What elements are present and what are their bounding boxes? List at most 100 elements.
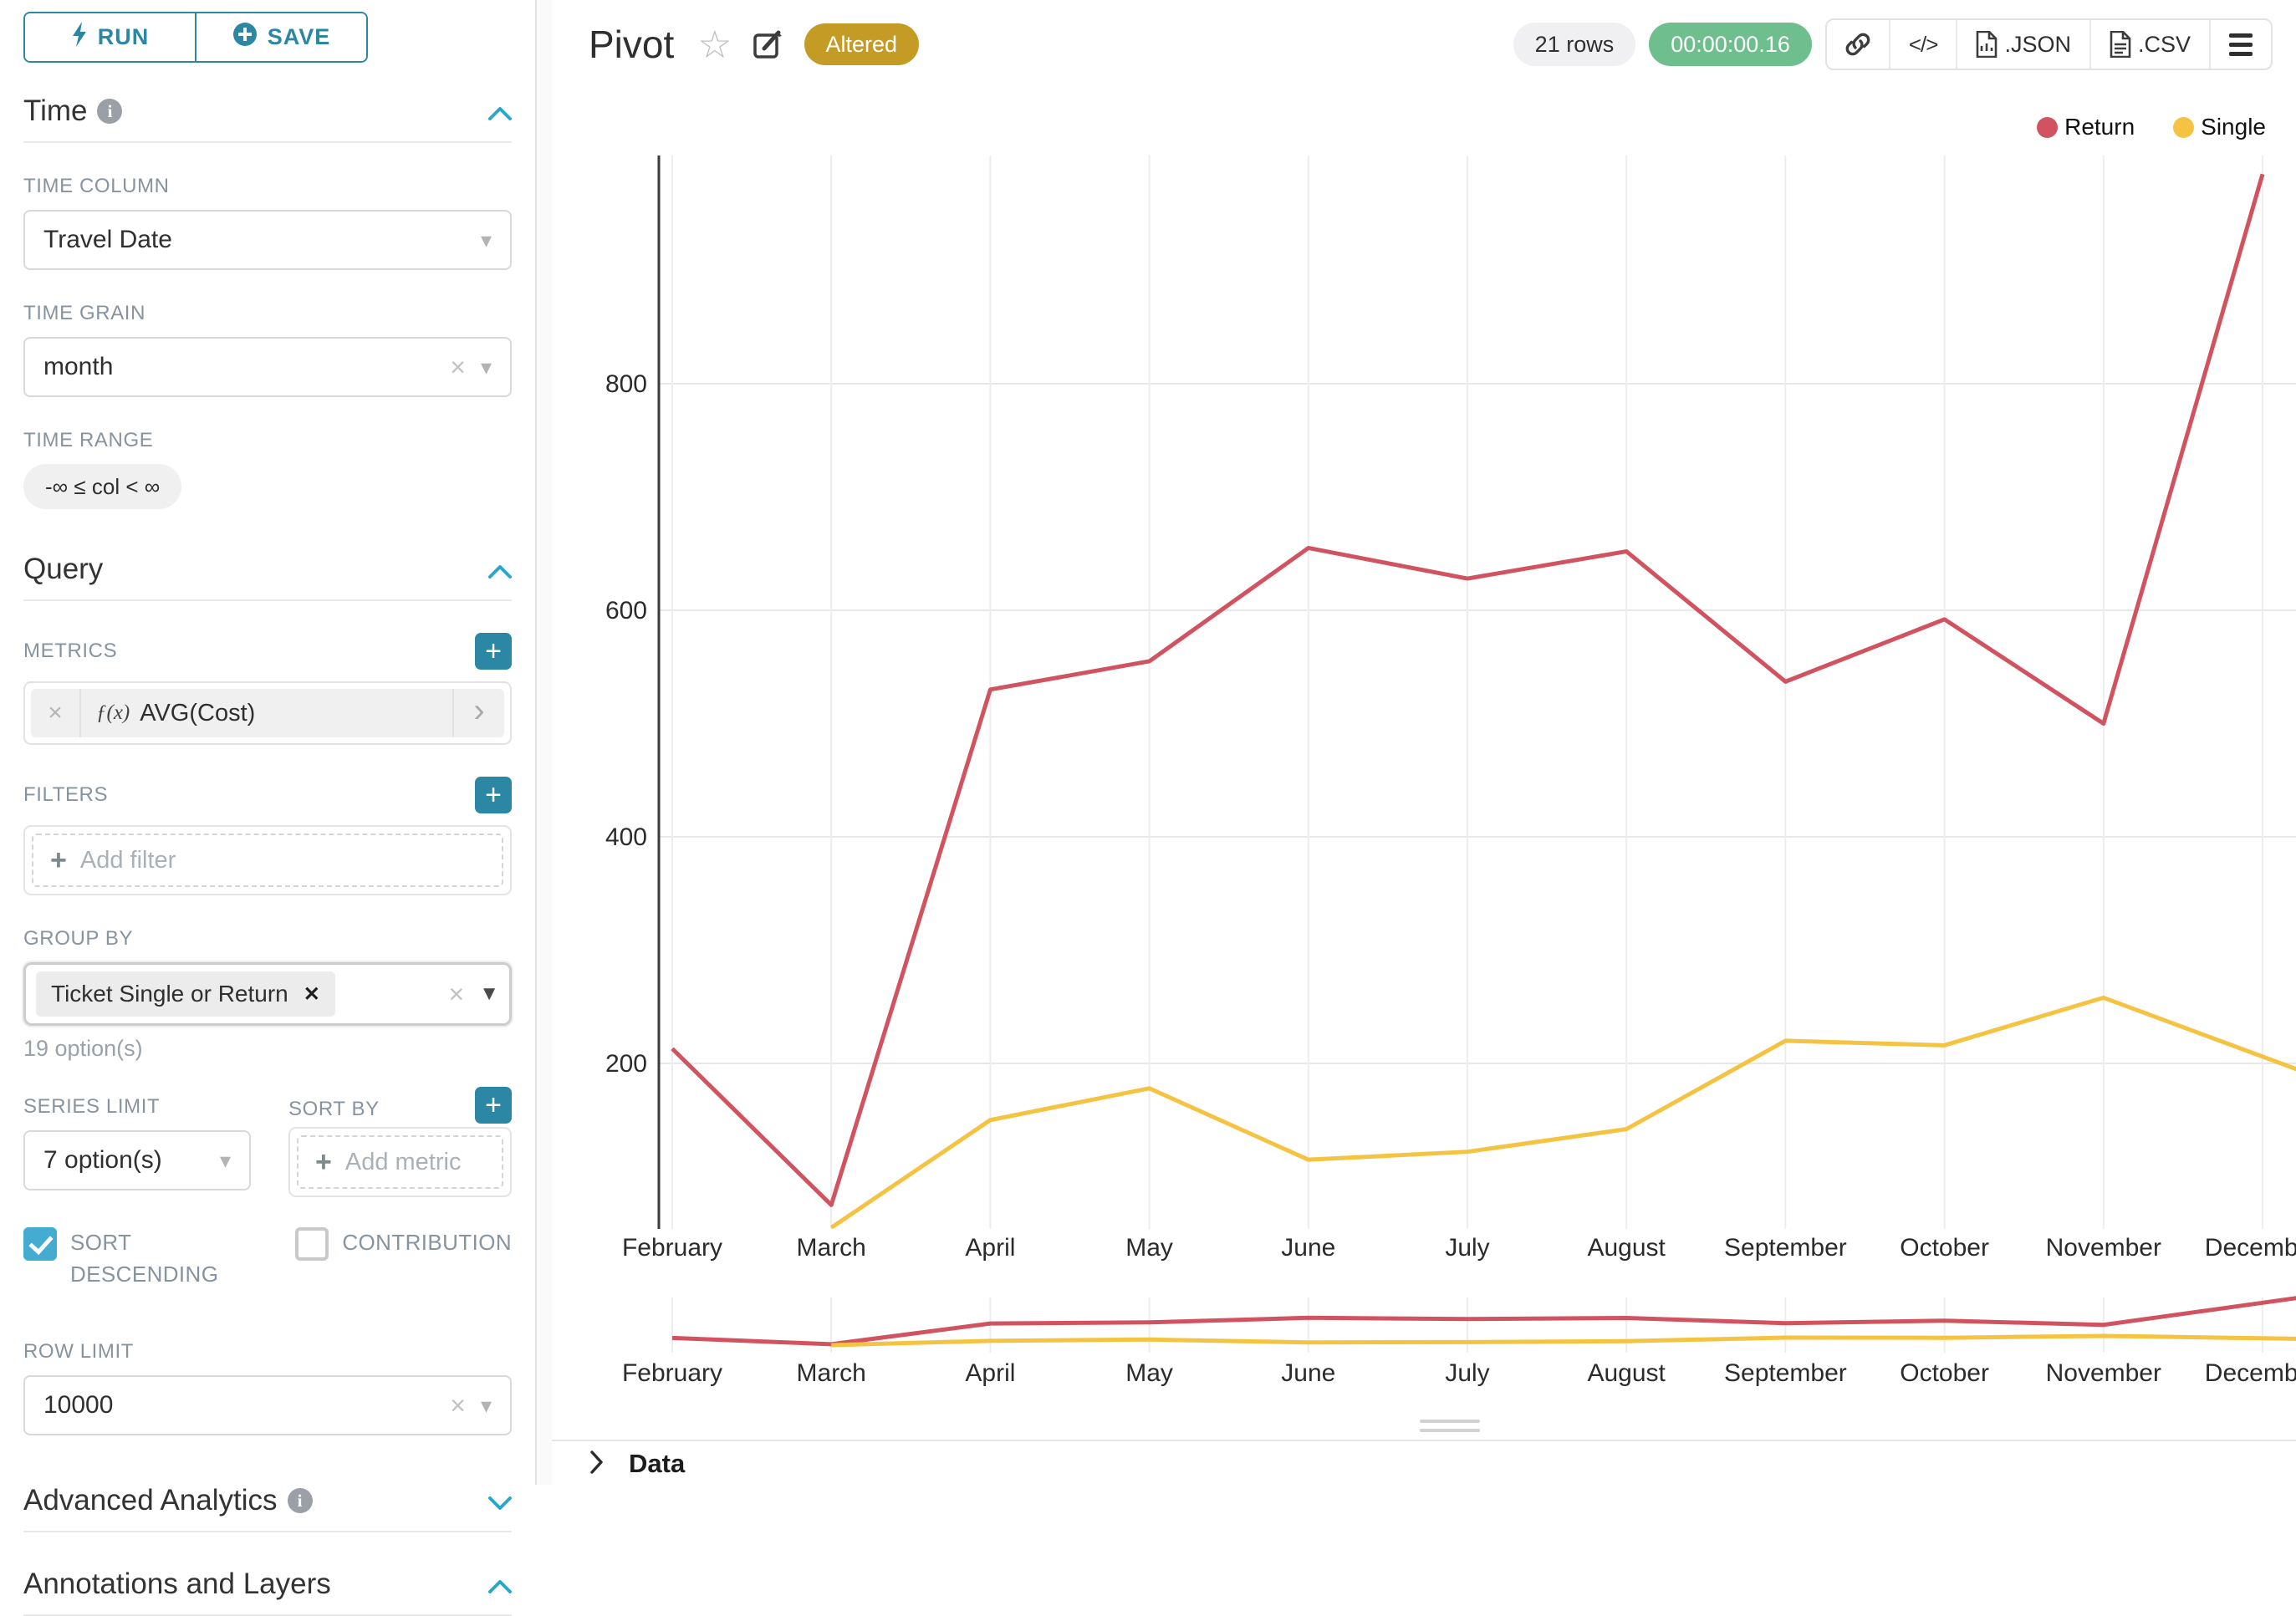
- export-json-button[interactable]: .JSON: [1956, 20, 2089, 69]
- control-panel-sidebar: RUN SAVE Time i TIME COLUMN Travel Date …: [0, 0, 535, 1616]
- export-csv-button[interactable]: .CSV: [2089, 20, 2209, 69]
- time-grain-value: month: [43, 353, 114, 380]
- remove-metric-icon[interactable]: ×: [31, 689, 81, 737]
- metrics-label: METRICS: [23, 640, 118, 662]
- mini-x-axis-tick: November: [2046, 1359, 2161, 1387]
- edit-properties-icon[interactable]: [753, 28, 784, 60]
- x-axis-tick: December: [2205, 1234, 2296, 1262]
- caret-down-icon: ▾: [480, 227, 492, 252]
- chevron-up-icon[interactable]: [488, 553, 512, 586]
- fx-icon: ƒ(x): [96, 701, 130, 724]
- query-section-title: Query: [23, 553, 104, 585]
- time-section-title: Time: [23, 94, 88, 127]
- series-limit-label: SERIES LIMIT: [23, 1095, 161, 1118]
- clear-icon[interactable]: ×: [448, 978, 465, 1009]
- time-grain-label: TIME GRAIN: [23, 302, 146, 324]
- altered-badge[interactable]: Altered: [804, 23, 920, 65]
- sort-descending-label: SORT DESCENDING: [70, 1230, 219, 1287]
- advanced-analytics-title: Advanced Analytics: [23, 1484, 278, 1517]
- menu-icon: [2229, 33, 2253, 56]
- single-series-line: [829, 995, 2296, 1230]
- mini-x-axis-tick: February: [622, 1359, 722, 1387]
- legend-item-return[interactable]: Return: [2037, 114, 2135, 140]
- data-panel-header[interactable]: Data: [552, 1440, 2296, 1485]
- time-column-select[interactable]: Travel Date ▾: [23, 210, 512, 270]
- chart-title[interactable]: Pivot: [589, 23, 675, 66]
- series-limit-select[interactable]: 7 option(s) ▾: [23, 1130, 251, 1190]
- scrollbar-track[interactable]: [537, 0, 552, 1485]
- add-filter-label: Add filter: [79, 846, 176, 874]
- time-grain-select[interactable]: month × ▾: [23, 337, 512, 397]
- group-by-select[interactable]: Ticket Single or Return ✕ × ▼: [23, 962, 512, 1026]
- sort-descending-checkbox[interactable]: [23, 1227, 57, 1261]
- add-metric-button[interactable]: +: [475, 633, 512, 670]
- mini-x-axis-tick: October: [1900, 1359, 1989, 1387]
- run-save-button-group: RUN SAVE: [23, 12, 368, 63]
- chart-toolbar: </> .JSON .CSV: [1824, 18, 2273, 70]
- csv-label: .CSV: [2137, 31, 2191, 57]
- add-sort-metric-dropzone[interactable]: + Add metric: [297, 1135, 503, 1189]
- section-divider: [23, 141, 512, 143]
- return-mini-series-line: [671, 1296, 2296, 1347]
- x-axis-tick: April: [965, 1234, 1015, 1262]
- chevron-down-icon[interactable]: [488, 1484, 512, 1517]
- run-button[interactable]: RUN: [25, 13, 195, 61]
- group-by-tag: Ticket Single or Return ✕: [36, 971, 335, 1017]
- time-column-label: TIME COLUMN: [23, 175, 170, 197]
- row-limit-label: ROW LIMIT: [23, 1340, 135, 1364]
- mini-x-axis-tick: August: [1587, 1359, 1666, 1387]
- time-column-value: Travel Date: [43, 226, 172, 253]
- favorite-star-icon[interactable]: ☆: [697, 23, 732, 66]
- add-filter-dropzone[interactable]: + Add filter: [32, 833, 503, 887]
- data-panel-title: Data: [629, 1449, 686, 1478]
- chevron-up-icon[interactable]: [488, 1568, 512, 1601]
- annotations-header[interactable]: Annotations and Layers: [23, 1568, 512, 1601]
- query-section-header[interactable]: Query: [23, 553, 512, 586]
- x-axis-tick: November: [2046, 1234, 2161, 1262]
- add-filter-button[interactable]: +: [475, 777, 512, 813]
- caret-down-icon: ▼: [479, 982, 499, 1005]
- line-chart-canvas[interactable]: 200 400 600 800 February February March March Ap…: [552, 0, 2296, 1485]
- clear-icon[interactable]: ×: [450, 351, 466, 382]
- caret-down-icon: ▾: [480, 1392, 492, 1418]
- csv-file-icon: [2110, 31, 2131, 58]
- x-axis-tick: July: [1445, 1234, 1489, 1262]
- add-sort-metric-button[interactable]: +: [475, 1087, 512, 1124]
- row-limit-select[interactable]: 10000 × ▾: [23, 1375, 512, 1436]
- contribution-checkbox[interactable]: [295, 1227, 329, 1261]
- single-series-dot: [2173, 116, 2195, 138]
- legend-item-single[interactable]: Single: [2173, 114, 2266, 140]
- more-options-button[interactable]: [2209, 20, 2271, 69]
- filters-label: FILTERS: [23, 783, 109, 806]
- clear-icon[interactable]: ×: [450, 1389, 466, 1420]
- y-axis-tick: 400: [605, 823, 647, 851]
- sort-by-label: SORT BY: [288, 1098, 380, 1120]
- chevron-up-icon[interactable]: [488, 94, 512, 128]
- section-divider: [23, 599, 512, 601]
- filters-container: + Add filter: [23, 825, 512, 895]
- share-link-button[interactable]: [1827, 20, 1889, 69]
- y-axis-tick: 200: [605, 1050, 647, 1078]
- sort-descending-control: SORT DESCENDING: [23, 1227, 232, 1290]
- time-range-value[interactable]: -∞ ≤ col < ∞: [23, 464, 182, 509]
- x-axis-tick: October: [1900, 1234, 1989, 1262]
- info-icon: i: [287, 1488, 313, 1514]
- caret-down-icon: ▾: [480, 354, 492, 380]
- metric-pill[interactable]: × ƒ(x) AVG(Cost) ›: [31, 689, 504, 737]
- y-axis-tick: 800: [605, 370, 647, 398]
- mini-x-axis-tick: December: [2205, 1359, 2296, 1387]
- expand-metric-icon[interactable]: ›: [452, 689, 504, 737]
- remove-tag-icon[interactable]: ✕: [303, 982, 320, 1006]
- chart-legend: Return Single: [2037, 114, 2266, 140]
- contribution-control: CONTRIBUTION: [295, 1227, 512, 1290]
- save-button[interactable]: SAVE: [195, 13, 366, 61]
- x-axis-tick: August: [1587, 1234, 1666, 1262]
- add-metric-label: Add metric: [344, 1148, 462, 1175]
- time-range-label: TIME RANGE: [23, 429, 154, 451]
- advanced-analytics-header[interactable]: Advanced Analytics i: [23, 1484, 512, 1517]
- info-icon: i: [97, 99, 123, 124]
- time-section-header[interactable]: Time i: [23, 94, 512, 128]
- resize-handle[interactable]: [1420, 1420, 1480, 1432]
- embed-code-button[interactable]: </>: [1888, 20, 1957, 69]
- json-file-icon: [1977, 31, 1998, 58]
